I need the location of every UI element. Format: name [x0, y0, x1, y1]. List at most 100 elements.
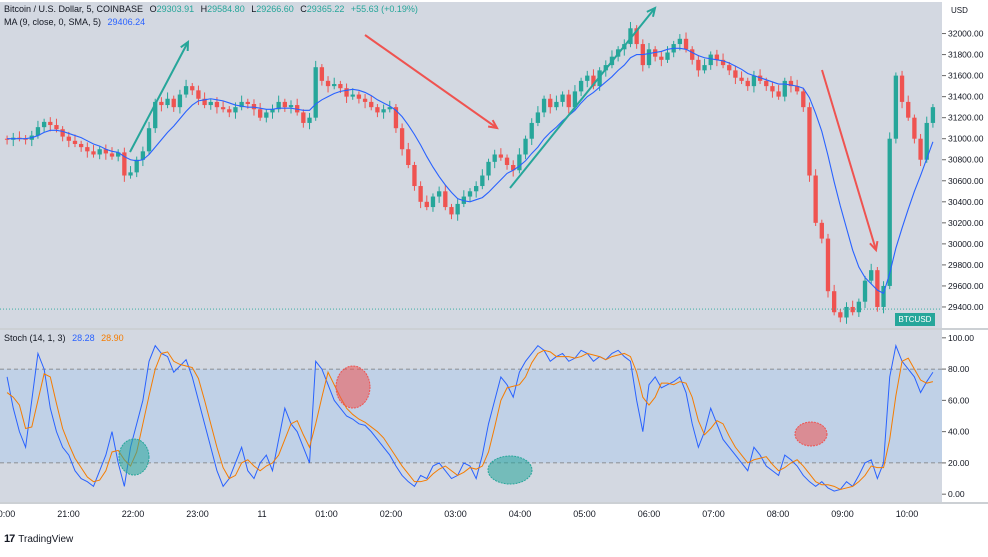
candle-body [165, 98, 170, 106]
candle-body [474, 186, 479, 192]
candle-body [924, 122, 929, 160]
candle-body [387, 107, 392, 110]
candle-body [825, 238, 831, 292]
candle-body [751, 75, 757, 87]
candle-body [727, 65, 732, 71]
annotation-oversold-ellipse-1 [118, 438, 150, 476]
candle-body [770, 86, 775, 92]
candle-body [511, 165, 516, 171]
time-tick-label: 05:00 [573, 509, 596, 519]
candle-body [819, 222, 824, 239]
candle-body [319, 67, 325, 81]
change-value: +55.63 (+0.19%) [350, 4, 418, 14]
annotation-arrow-down-1-head [487, 119, 499, 130]
time-tick-label: 11 [257, 509, 266, 519]
candle-body [344, 88, 349, 97]
candle-body [313, 67, 318, 118]
candle-body [856, 301, 862, 313]
candle-body [831, 291, 837, 313]
candle-body [572, 91, 578, 108]
candle-body [887, 138, 892, 286]
stoch-k-value: 28.28 [72, 333, 95, 343]
candle-body [739, 77, 744, 81]
candle-body [257, 109, 263, 118]
candle-body [480, 175, 485, 187]
time-tick-label: 06:00 [638, 509, 661, 519]
time-tick-label: 22:00 [122, 509, 145, 519]
candle-body [171, 98, 176, 108]
candle-body [899, 75, 905, 102]
footer-brand: 17 TradingView [4, 533, 73, 545]
price-tick-label: 30400.00 [948, 197, 984, 207]
annotation-arrow-down-1 [364, 34, 499, 130]
candle-body [424, 201, 429, 208]
candle-body [430, 196, 436, 208]
candle-body [54, 125, 59, 130]
candle-body [109, 153, 115, 157]
candle-body [190, 86, 195, 91]
candle-body [72, 140, 78, 144]
annotation-arrow-up-1 [129, 39, 190, 153]
stoch-tick-label: 60.00 [948, 395, 970, 405]
candle-body [356, 94, 362, 99]
currency-label: USD [951, 6, 968, 15]
candle-body [683, 38, 689, 50]
candle-body [912, 117, 917, 139]
candle-body [412, 165, 417, 187]
stoch-d-line [6, 349, 934, 491]
candle-body [535, 112, 541, 123]
close-label: C [300, 4, 307, 14]
stoch-tick-label: 40.00 [948, 427, 970, 437]
candle-body [418, 186, 423, 202]
candle-body [146, 128, 152, 152]
candle-body [492, 154, 497, 162]
annotation-arrow-down-2-head [869, 240, 879, 253]
tradingview-logo-icon: 17 [4, 533, 15, 545]
time-tick-label: 01:00 [315, 509, 338, 519]
candle-body [325, 80, 331, 87]
open-label: O [149, 4, 157, 14]
price-legend: Bitcoin / U.S. Dollar, 5, COINBASE O2930… [4, 4, 418, 14]
candle-body [220, 107, 226, 110]
candle-body [918, 138, 923, 160]
symbol-label: Bitcoin / U.S. Dollar, 5, COINBASE [4, 4, 144, 14]
candle-body [177, 94, 183, 108]
candle-body [338, 84, 343, 89]
candle-body [517, 154, 522, 171]
ma-value: 29406.24 [107, 17, 146, 27]
candle-body [702, 65, 707, 71]
candle-body [523, 138, 528, 155]
candle-body [301, 112, 306, 123]
annotation-arrow-up-2-shaft [509, 7, 656, 189]
time-tick-label: 21:00 [57, 509, 80, 519]
candle-body [504, 157, 510, 165]
candle-body [659, 56, 664, 60]
candle-body [196, 90, 201, 99]
price-axis-background [942, 0, 988, 552]
stoch-band [0, 369, 942, 463]
candle-body [875, 270, 880, 307]
ma-label: MA (9, close, 0, SMA, 5) [4, 17, 102, 27]
candle-body [233, 107, 238, 113]
candle-body [134, 159, 139, 173]
ma-legend: MA (9, close, 0, SMA, 5) 29406.24 [4, 17, 145, 27]
candle-body [41, 121, 47, 128]
annotation-arrow-down-2 [821, 69, 879, 253]
candle-body [714, 54, 720, 60]
candle-body [850, 306, 855, 313]
price-tick-label: 30800.00 [948, 155, 984, 165]
candle-body [381, 109, 386, 113]
price-pane-background [0, 2, 942, 328]
candle-body [264, 112, 269, 118]
candle-body [560, 94, 565, 102]
candle-body [529, 122, 534, 139]
candle-body [554, 101, 559, 108]
candle-body [665, 52, 670, 60]
candle-body [745, 80, 750, 87]
candle-body [696, 59, 701, 71]
candle-body [153, 101, 158, 129]
candle-body [245, 101, 250, 105]
candle-body [720, 59, 726, 66]
